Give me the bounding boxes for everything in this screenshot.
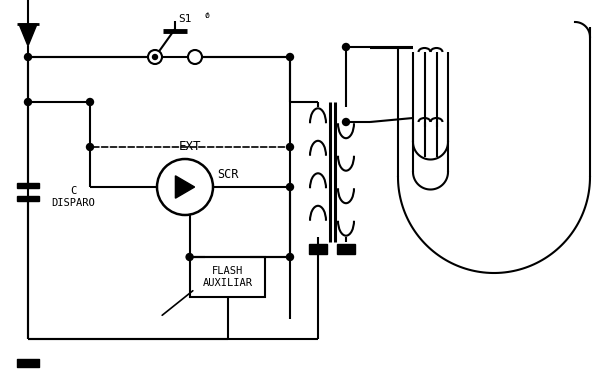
Text: EXT: EXT xyxy=(179,139,201,152)
Text: C
DISPARO: C DISPARO xyxy=(51,186,95,208)
Bar xyxy=(309,244,327,254)
Bar xyxy=(337,244,355,254)
Polygon shape xyxy=(19,24,37,46)
Text: o: o xyxy=(205,10,209,19)
Circle shape xyxy=(86,144,94,151)
Circle shape xyxy=(287,253,293,260)
Circle shape xyxy=(287,53,293,60)
Text: FLASH
AUXILIAR: FLASH AUXILIAR xyxy=(203,266,253,288)
Bar xyxy=(17,359,39,367)
Circle shape xyxy=(186,253,193,260)
Bar xyxy=(17,196,39,201)
Bar xyxy=(17,183,39,188)
Circle shape xyxy=(287,183,293,190)
Text: /: / xyxy=(206,12,208,18)
Circle shape xyxy=(25,53,32,60)
Circle shape xyxy=(287,144,293,151)
Circle shape xyxy=(157,159,213,215)
Circle shape xyxy=(152,55,157,60)
Polygon shape xyxy=(175,176,194,198)
Circle shape xyxy=(343,118,349,125)
Circle shape xyxy=(86,99,94,106)
Text: SCR: SCR xyxy=(217,168,238,182)
Circle shape xyxy=(148,50,162,64)
Circle shape xyxy=(188,50,202,64)
Text: S1: S1 xyxy=(178,14,192,24)
Circle shape xyxy=(343,43,349,50)
Circle shape xyxy=(25,99,32,106)
